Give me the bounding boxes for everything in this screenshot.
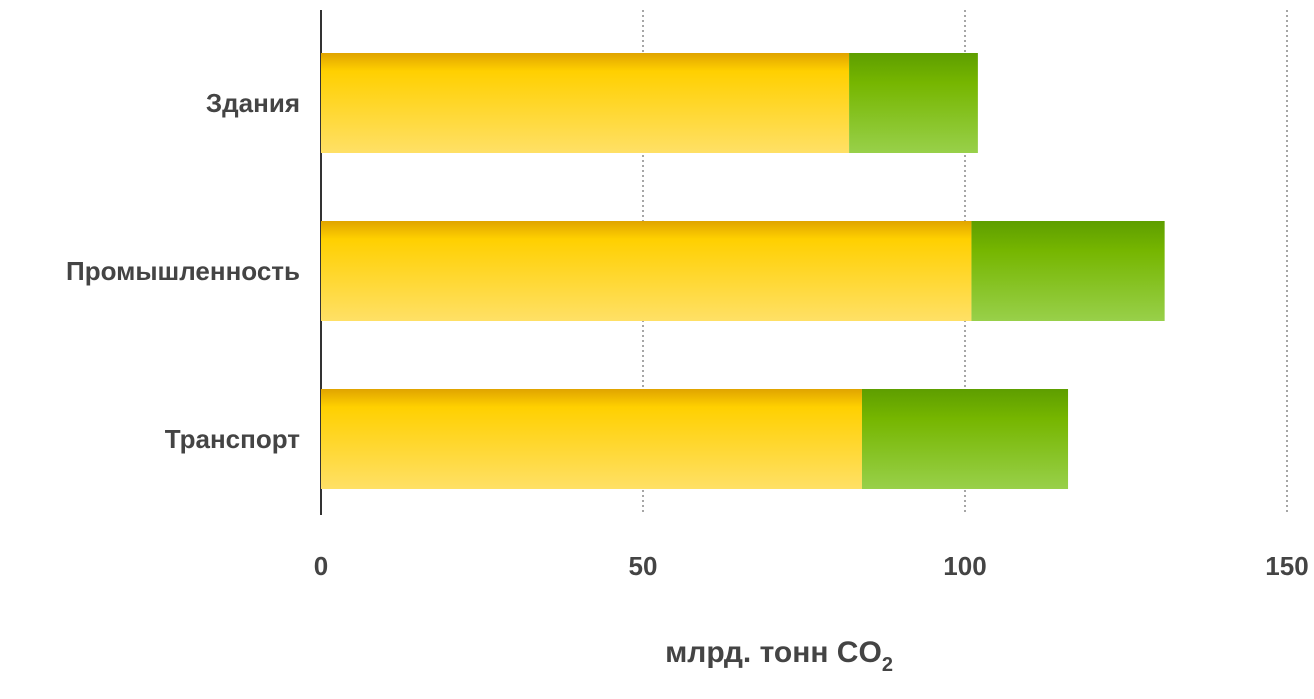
x-tick-label-100: 100 bbox=[943, 551, 986, 581]
category-label-2: Промышленность bbox=[66, 256, 300, 286]
bar-segment-1-3 bbox=[321, 389, 862, 489]
bar-segment-2-1 bbox=[849, 53, 978, 153]
bar-segment-1-1 bbox=[321, 53, 850, 153]
category-label-1: Здания bbox=[206, 88, 300, 118]
x-tick-label-0: 0 bbox=[314, 551, 328, 581]
x-axis-title-subscript: 2 bbox=[882, 654, 893, 676]
bar-segment-2-3 bbox=[861, 389, 1069, 489]
x-tick-label-150: 150 bbox=[1265, 551, 1308, 581]
x-tick-label-50: 50 bbox=[629, 551, 658, 581]
bar-segment-2-2 bbox=[971, 221, 1165, 321]
bars bbox=[321, 53, 1165, 489]
x-axis-title: млрд. тонн CO2 bbox=[665, 636, 893, 676]
x-axis-title-main: млрд. тонн CO bbox=[665, 636, 882, 669]
bar-segment-1-2 bbox=[321, 221, 972, 321]
category-label-3: Транспорт bbox=[165, 424, 301, 454]
category-labels: Здания Промышленность Транспорт bbox=[66, 88, 300, 454]
x-tick-labels: 0 50 100 150 bbox=[314, 551, 1309, 581]
